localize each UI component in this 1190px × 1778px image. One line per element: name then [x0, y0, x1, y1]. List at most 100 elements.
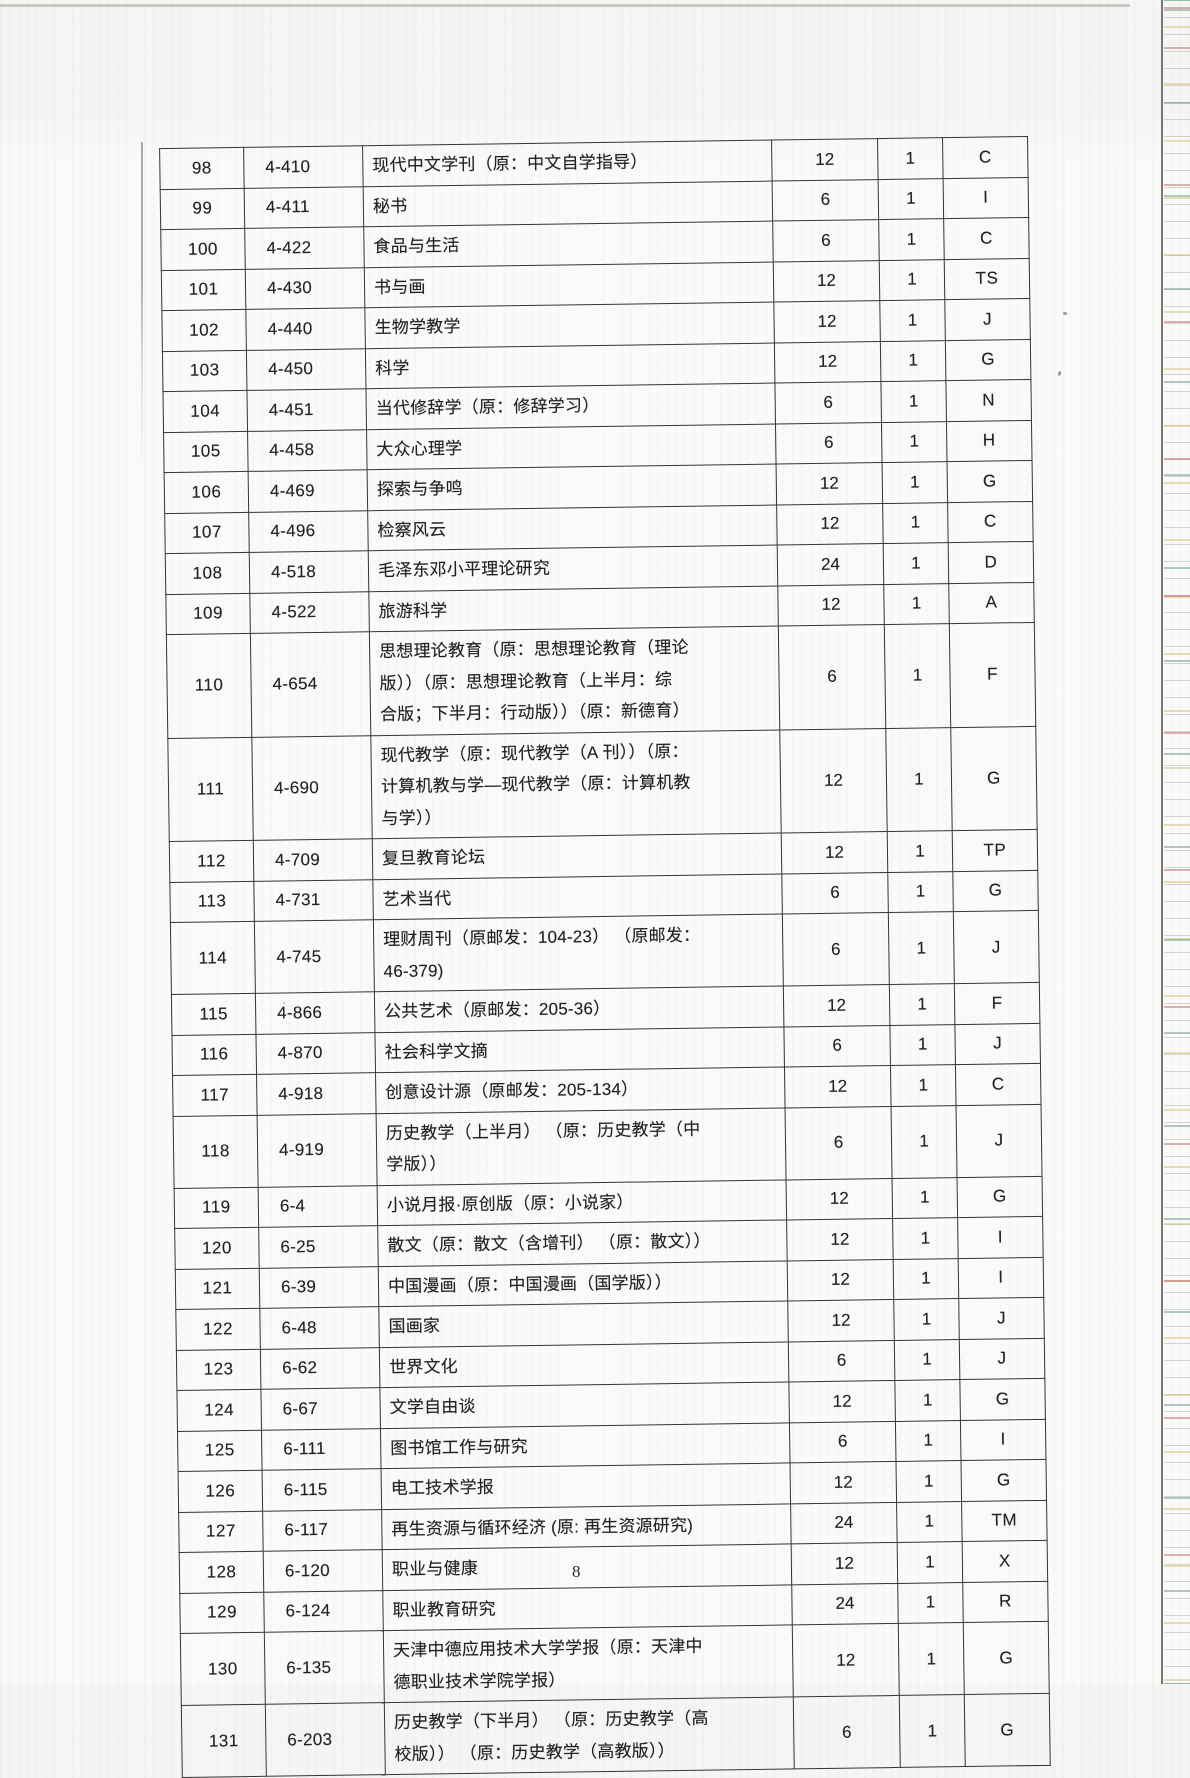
cell-issues-per-year: 12 [781, 831, 888, 874]
cell-category-letter: C [955, 1063, 1042, 1106]
cell-issues-per-year: 24 [791, 1582, 899, 1625]
cell-journal-title: 再生资源与循环经济 (原: 再生资源研究) [381, 1503, 792, 1550]
scan-left-streak-artifact [141, 142, 143, 472]
cell-category-letter: G [952, 869, 1039, 912]
cell-journal-title: 现代中文学刊（原：中文自学指导） [362, 140, 773, 187]
cell-category-letter: J [958, 1297, 1045, 1340]
cell-postal-code: 4-731 [253, 879, 374, 922]
cell-journal-title: 公共艺术（原邮发：205-36） [374, 985, 784, 1033]
cell-issues-per-year: 12 [790, 1461, 897, 1504]
table-row: 118 4-919 历史教学（上半月） （原：历史教学（中 学版）） 6 1 J [173, 1103, 1043, 1189]
cell-journal-title: 书与画 [364, 261, 774, 308]
cell-copies: 1 [899, 1694, 966, 1768]
scan-right-edge-artifact [1156, 0, 1190, 1684]
cell-row-number: 120 [174, 1227, 260, 1270]
cell-issues-per-year: 6 [788, 1339, 895, 1382]
cell-copies: 1 [897, 1541, 963, 1583]
cell-issues-per-year: 6 [775, 422, 883, 465]
cell-category-letter: F [954, 982, 1040, 1025]
cell-issues-per-year: 12 [791, 1542, 898, 1585]
cell-journal-title: 天津中德应用技术大学学报（原：天津中 德职业技术学院学报） [383, 1624, 794, 1703]
cell-category-letter: J [944, 298, 1031, 341]
cell-postal-code: 6-62 [260, 1347, 380, 1390]
cell-journal-title: 历史教学（下半月） （原：历史教学（高 校版）） （原：历史教学（高教版）） [384, 1696, 795, 1775]
cell-postal-code: 4-866 [255, 991, 375, 1034]
cell-postal-code: 6-111 [261, 1428, 382, 1471]
cell-issues-per-year: 12 [777, 584, 885, 627]
cell-postal-code: 6-124 [263, 1590, 384, 1633]
cell-copies: 1 [877, 137, 944, 180]
cell-journal-title: 艺术当代 [372, 873, 783, 920]
cell-row-number: 113 [169, 880, 255, 923]
cell-row-number: 108 [165, 552, 250, 595]
cell-copies: 1 [893, 1298, 960, 1340]
cell-category-letter: J [954, 1022, 1041, 1065]
cell-row-number: 122 [175, 1308, 261, 1350]
cell-copies: 1 [882, 502, 949, 544]
cell-issues-per-year: 12 [773, 300, 881, 343]
cell-category-letter: G [945, 338, 1031, 381]
cell-category-letter: C [942, 136, 1029, 179]
cell-postal-code: 4-422 [244, 226, 365, 269]
cell-postal-code: 4-690 [251, 735, 373, 841]
cell-journal-title: 大众心理学 [366, 423, 777, 470]
scan-speck [1063, 312, 1067, 315]
cell-category-letter: R [962, 1580, 1049, 1623]
cell-issues-per-year: 12 [786, 1177, 893, 1220]
cell-issues-per-year: 12 [773, 260, 880, 303]
cell-row-number: 129 [179, 1591, 265, 1634]
cell-postal-code: 6-48 [259, 1306, 380, 1349]
cell-category-letter: I [960, 1418, 1046, 1461]
cell-postal-code: 6-120 [263, 1549, 383, 1592]
cell-issues-per-year: 6 [774, 381, 882, 424]
cell-journal-title: 散文（原：散文（含增刊） （原：散文）） [377, 1219, 788, 1267]
cell-journal-title: 创意设计源（原邮发：205-134） [375, 1066, 786, 1114]
cell-row-number: 114 [170, 921, 256, 995]
cell-issues-per-year: 6 [772, 219, 880, 262]
cell-row-number: 99 [160, 187, 245, 230]
cell-copies: 1 [878, 178, 944, 220]
cell-postal-code: 4-410 [243, 145, 364, 188]
cell-copies: 1 [893, 1258, 959, 1300]
cell-copies: 1 [880, 340, 946, 382]
cell-row-number: 111 [167, 736, 254, 842]
page-number: 8 [572, 1562, 581, 1581]
cell-category-letter: C [943, 217, 1030, 260]
cell-copies: 1 [881, 421, 948, 463]
cell-copies: 1 [880, 380, 947, 423]
cell-category-letter: TS [944, 257, 1030, 300]
journal-table-wrap: 98 4-410 现代中文学刊（原：中文自学指导） 12 1 C 99 4-41… [159, 136, 1051, 1778]
cell-postal-code: 6-4 [258, 1185, 378, 1228]
cell-issues-per-year: 6 [793, 1695, 901, 1769]
cell-copies: 1 [897, 1582, 964, 1624]
cell-row-number: 123 [176, 1348, 261, 1391]
cell-row-number: 128 [179, 1551, 264, 1593]
cell-row-number: 102 [161, 309, 247, 352]
cell-issues-per-year: 24 [790, 1501, 898, 1544]
cell-journal-title: 食品与生活 [363, 221, 774, 268]
cell-journal-title: 当代修辞学（原：修辞学习） [365, 383, 776, 430]
scan-speck [1057, 370, 1062, 377]
page-stack-edge-line [1161, 0, 1163, 1684]
cell-copies: 1 [888, 911, 955, 985]
cell-copies: 1 [894, 1379, 961, 1421]
cell-category-letter: J [956, 1103, 1043, 1178]
cell-copies: 1 [882, 461, 948, 504]
cell-postal-code: 6-115 [262, 1468, 382, 1511]
journal-table: 98 4-410 现代中文学刊（原：中文自学指导） 12 1 C 99 4-41… [159, 136, 1051, 1778]
cell-category-letter: F [949, 622, 1036, 728]
cell-copies: 1 [898, 1622, 965, 1696]
cell-category-letter: I [957, 1216, 1044, 1259]
cell-category-letter: G [947, 460, 1033, 503]
cell-postal-code: 4-411 [244, 186, 364, 229]
cell-postal-code: 4-430 [245, 267, 365, 310]
cell-row-number: 104 [162, 390, 248, 433]
cell-issues-per-year: 6 [772, 179, 879, 222]
cell-postal-code: 6-39 [259, 1266, 379, 1309]
cell-postal-code: 4-709 [253, 838, 373, 881]
cell-postal-code: 6-203 [265, 1702, 386, 1777]
cell-copies: 1 [892, 1217, 959, 1259]
cell-postal-code: 4-654 [250, 631, 371, 737]
cell-row-number: 118 [173, 1114, 259, 1189]
